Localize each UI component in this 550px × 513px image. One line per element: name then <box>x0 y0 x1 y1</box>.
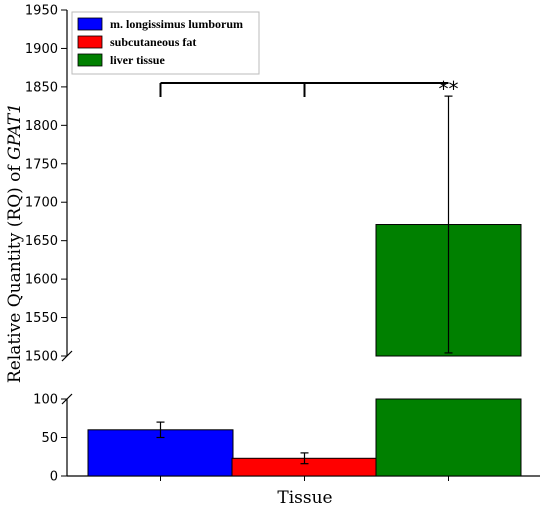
upper-y-tick-label: 1950 <box>25 4 58 19</box>
significance-bracket: ** <box>159 77 459 101</box>
y-axis-label-gene: GPAT1 <box>5 103 25 160</box>
lower-y-tick-label: 100 <box>33 393 58 408</box>
upper-y-tick-label: 1650 <box>25 234 58 249</box>
lower-y-tick-label: 0 <box>50 470 58 485</box>
y-axis-label: Relative Quantity (RQ) of GPAT1 <box>5 103 25 383</box>
upper-y-tick-label: 1600 <box>25 273 58 288</box>
upper-y-tick-label: 1500 <box>25 350 58 365</box>
error-bars <box>156 95 453 465</box>
x-axis-label: Tissue <box>277 488 332 508</box>
axis-break-mark <box>61 350 73 362</box>
legend-swatch <box>77 35 103 49</box>
legend-swatch <box>77 53 103 67</box>
upper-y-tick-label: 1900 <box>25 42 58 57</box>
legend-label: m. longissimus lumborum <box>110 17 243 31</box>
lower-y-tick-label: 50 <box>41 431 58 446</box>
upper-y-tick-label: 1750 <box>25 157 58 172</box>
legend: m. longissimus lumborum subcutaneous fat l… <box>71 11 260 75</box>
upper-y-tick-label: 1700 <box>25 196 58 211</box>
significance-label: ** <box>439 77 459 101</box>
legend-swatch <box>77 17 103 31</box>
legend-label: liver tissue <box>110 53 165 67</box>
axis-break-mark <box>61 393 73 405</box>
bar-m-longissimus-lumborum <box>87 429 234 477</box>
upper-y-tick-label: 1850 <box>25 80 58 95</box>
upper-y-tick-label: 1550 <box>25 311 58 326</box>
y-axis-label-prefix: Relative Quantity (RQ) of <box>5 160 25 383</box>
legend-label: subcutaneous fat <box>110 35 196 49</box>
upper-panel: 1500 1550 1600 1650 1700 1750 1800 1850 1900 1950 <box>25 4 73 365</box>
bars <box>87 224 522 477</box>
legend-box <box>71 11 260 75</box>
upper-y-tick-label: 1800 <box>25 119 58 134</box>
bar-liver-tissue-lower <box>375 398 522 477</box>
